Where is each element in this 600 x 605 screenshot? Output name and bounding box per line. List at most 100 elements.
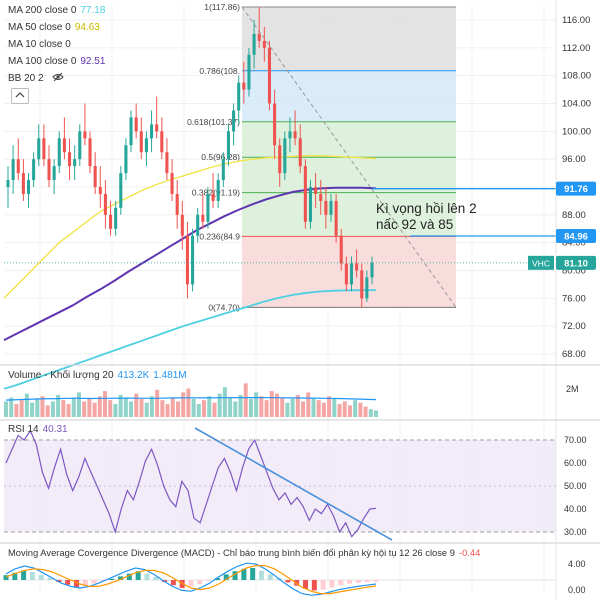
candle-body: [150, 124, 154, 139]
volume-bar: [24, 393, 29, 417]
price-axis-tick: 80.00: [562, 266, 586, 277]
volume-bar: [103, 391, 108, 417]
volume-legend[interactable]: Volume - Khối lượng 20 413.2K 1.481M: [8, 370, 187, 381]
volume-bar: [222, 387, 227, 417]
volume-bar: [321, 402, 326, 417]
volume-bar: [332, 398, 337, 417]
volume-bar: [217, 393, 222, 417]
rsi-legend[interactable]: RSI 14 40.31: [8, 424, 68, 435]
candle-body: [37, 138, 41, 160]
volume-value-1: 413.2K: [117, 370, 150, 381]
volume-bar: [207, 396, 212, 417]
price-marker-label: 81.10: [564, 258, 588, 269]
volume-bar: [233, 401, 238, 417]
price-axis-tick: 116.00: [562, 15, 590, 26]
rsi-pane: 70.00 60.00 50.00 40.00 30.00: [4, 427, 587, 541]
legend-ma10-label: MA 10 close 0: [8, 39, 71, 50]
candle-body: [216, 180, 220, 201]
volume-bar: [139, 398, 144, 417]
candle-body: [278, 145, 282, 174]
volume-bar: [97, 396, 102, 417]
candle-body: [257, 33, 261, 41]
candle-body: [170, 173, 174, 194]
legend-ma10[interactable]: MA 10 close 0: [8, 39, 75, 50]
macd-axis-tick: 0.00: [568, 585, 586, 595]
volume-bar: [368, 409, 373, 417]
annotation-text[interactable]: Kì vọng hồi lên 2 nấc 92 và 85: [376, 201, 477, 233]
volume-value-2: 1.481M: [153, 370, 187, 381]
volume-bar: [306, 392, 311, 417]
volume-bar: [113, 404, 118, 417]
fib-level-label: 0.618(101.37): [187, 117, 240, 127]
candle-body: [201, 214, 205, 222]
moving-averages: [3, 154, 377, 390]
candle-body: [334, 200, 338, 236]
candle-body: [11, 159, 15, 181]
volume-bar: [123, 397, 128, 417]
volume-bar: [212, 402, 217, 417]
macd-histogram-bar: [232, 571, 238, 580]
legend-ma100[interactable]: MA 100 close 0 92.51: [8, 56, 105, 67]
candlesticks: [6, 7, 374, 308]
volume-bar: [4, 401, 8, 417]
volume-bar: [274, 393, 279, 417]
volume-bar: [316, 400, 321, 417]
fib-level-label: 0.786(108.: [199, 66, 240, 76]
macd-histogram-bar: [338, 580, 344, 586]
legend-ma200[interactable]: MA 200 close 0 77.18: [8, 5, 105, 16]
eye-slash-icon[interactable]: [52, 72, 65, 82]
volume-label: Volume - Khối lượng 20: [8, 370, 114, 381]
candle-body: [314, 187, 318, 194]
volume-bar: [228, 397, 233, 417]
legend-bb-label: BB 20 2: [8, 73, 44, 84]
volume-bar: [347, 405, 352, 417]
volume-bar: [61, 400, 66, 417]
candle-body: [108, 214, 113, 229]
macd-histogram-bar: [56, 580, 62, 582]
volume-axis-tick: 2M: [566, 384, 579, 394]
volume-bar: [337, 404, 342, 417]
volume-bar: [134, 393, 139, 417]
macd-histogram-bar: [258, 570, 264, 580]
candle-body: [114, 207, 118, 229]
candle-body: [191, 235, 195, 285]
fib-zone: [242, 236, 456, 308]
price-marker-label: 91.76: [564, 184, 588, 195]
volume-bar: [342, 401, 347, 417]
candle-body: [293, 131, 297, 139]
drawn-lines[interactable]: [4, 188, 558, 264]
candle-body: [124, 145, 128, 174]
legend-ma50[interactable]: MA 50 close 0 94.63: [8, 22, 100, 33]
candle-body: [232, 110, 236, 132]
candle-body: [62, 138, 66, 153]
macd-histogram-bar: [38, 575, 44, 580]
macd-histogram-bar: [3, 575, 9, 580]
volume-bar: [280, 397, 285, 417]
volume-bar: [9, 397, 14, 417]
volume-bar: [353, 400, 358, 417]
volume-bar: [248, 398, 253, 417]
fibonacci-retracement[interactable]: 1(117.86) 0.786(108. 0.618(101.37) 0.5(96.2…: [187, 2, 457, 312]
macd-histogram-bar: [135, 571, 141, 580]
price-axis-tick: 104.00: [562, 99, 591, 110]
pane-separators[interactable]: [0, 364, 600, 544]
macd-histogram-bar: [82, 580, 88, 586]
macd-histogram-bar: [320, 580, 326, 590]
legend-bb[interactable]: BB 20 2: [8, 72, 65, 84]
annotation-line-2: nấc 92 và 85: [376, 217, 454, 232]
macd-histogram-bar: [126, 573, 132, 580]
candle-body: [211, 193, 215, 201]
macd-histogram-bar: [188, 580, 194, 587]
macd-legend[interactable]: Moving Average Covergence Divergence (MA…: [8, 547, 480, 558]
volume-bar: [181, 392, 186, 417]
macd-histogram-bar: [73, 580, 79, 588]
volume-bar: [66, 404, 71, 417]
fib-zone: [242, 121, 456, 158]
volume-bar: [40, 396, 45, 417]
fib-level-label: 0.236(84.9: [199, 231, 240, 241]
legend-collapse-button[interactable]: [11, 88, 29, 104]
candle-body: [32, 159, 36, 181]
price-axis-tick: 76.00: [562, 293, 586, 304]
